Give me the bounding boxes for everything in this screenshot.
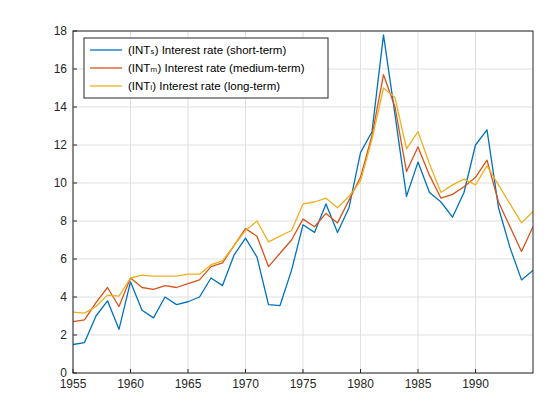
x-grid-line <box>360 31 361 373</box>
x-tick-label: 1990 <box>462 377 489 391</box>
x-grid-line <box>475 31 476 373</box>
y-tick-label: 12 <box>54 138 68 152</box>
axes-box <box>73 31 533 373</box>
grid <box>73 31 533 373</box>
y-tick-label: 0 <box>60 366 67 380</box>
y-grid-line <box>73 107 533 108</box>
legend-label: (INTₛ) Interest rate (short-term) <box>128 44 286 56</box>
y-grid-line <box>73 259 533 260</box>
legend-label: (INTₘ) Interest rate (medium-term) <box>128 62 305 74</box>
legend-box <box>84 38 328 98</box>
y-tick-label: 8 <box>60 214 67 228</box>
x-tick <box>303 369 304 373</box>
plot-area <box>73 31 533 373</box>
y-tick <box>73 335 77 336</box>
y-tick <box>73 259 77 260</box>
x-tick <box>130 369 131 373</box>
legend-label: (INTₗ) Interest rate (long-term) <box>128 80 280 92</box>
y-tick-label: 4 <box>60 290 67 304</box>
y-grid-line <box>73 221 533 222</box>
y-tick-label: 16 <box>54 62 68 76</box>
y-tick-label: 6 <box>60 252 67 266</box>
x-tick-label: 1980 <box>347 377 374 391</box>
x-tick-label: 1970 <box>232 377 259 391</box>
y-tick-label: 18 <box>54 24 68 38</box>
y-tick <box>73 183 77 184</box>
y-grid-line <box>73 145 533 146</box>
x-tick <box>245 369 246 373</box>
series-line <box>73 35 533 345</box>
y-tick-label: 2 <box>60 328 67 342</box>
series-group <box>73 35 533 345</box>
x-grid-line <box>418 31 419 373</box>
x-tick <box>475 369 476 373</box>
series-line <box>73 88 533 313</box>
y-tick <box>73 297 77 298</box>
x-tick <box>188 369 189 373</box>
y-tick <box>73 145 77 146</box>
y-tick <box>73 221 77 222</box>
axes: 1955196019651970197519801985199002468101… <box>54 24 490 391</box>
legend-swatch <box>90 49 122 50</box>
legend-swatch <box>90 67 122 68</box>
series-line <box>73 75 533 322</box>
x-tick-label: 1975 <box>290 377 317 391</box>
chart: 1955196019651970197519801985199002468101… <box>0 0 560 420</box>
legend: (INTₛ) Interest rate (short-term) (INTₘ) … <box>84 38 328 98</box>
y-grid-line <box>73 297 533 298</box>
y-tick-label: 14 <box>54 100 68 114</box>
x-tick <box>418 369 419 373</box>
x-tick-label: 1985 <box>405 377 432 391</box>
y-tick <box>73 107 77 108</box>
legend-swatch <box>90 85 122 86</box>
y-tick-label: 10 <box>54 176 68 190</box>
y-grid-line <box>73 335 533 336</box>
y-tick <box>73 69 77 70</box>
x-tick-label: 1965 <box>175 377 202 391</box>
x-tick <box>360 369 361 373</box>
x-tick-label: 1960 <box>117 377 144 391</box>
y-grid-line <box>73 183 533 184</box>
